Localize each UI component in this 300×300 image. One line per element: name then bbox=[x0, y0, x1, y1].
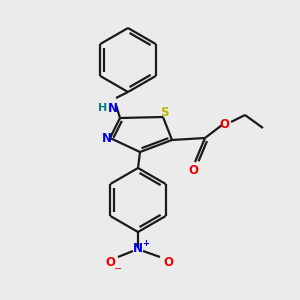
Text: O: O bbox=[105, 256, 115, 268]
Text: N: N bbox=[102, 133, 112, 146]
Text: N: N bbox=[108, 101, 118, 115]
Text: −: − bbox=[114, 264, 122, 274]
Text: O: O bbox=[219, 118, 229, 130]
Text: H: H bbox=[98, 103, 108, 113]
Text: S: S bbox=[160, 106, 168, 118]
Text: O: O bbox=[163, 256, 173, 268]
Text: +: + bbox=[142, 238, 149, 247]
Text: N: N bbox=[133, 242, 143, 254]
Text: O: O bbox=[188, 164, 198, 176]
